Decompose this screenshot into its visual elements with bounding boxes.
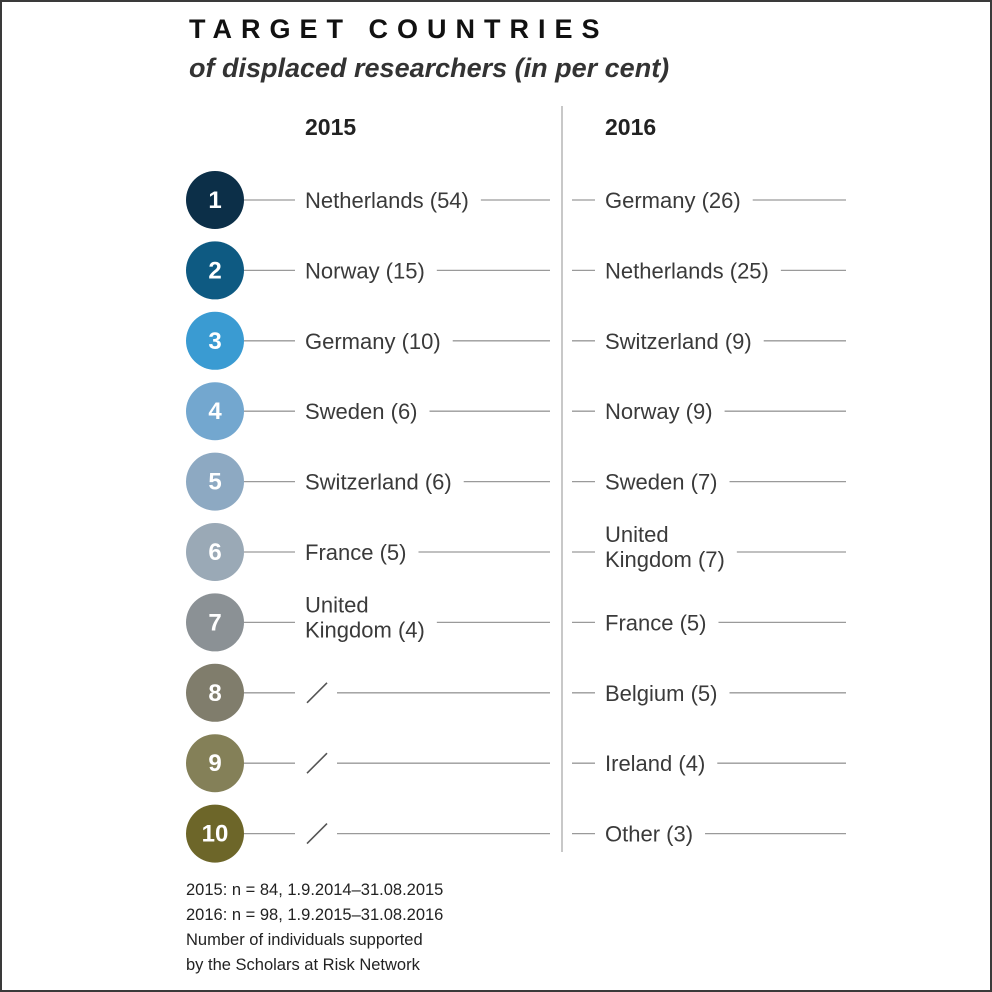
column-header-2015: 2015 (305, 114, 357, 140)
rank-badge-5 (186, 452, 244, 511)
col2015-country-label: Kingdom (4) (305, 617, 425, 642)
rank-badge-10 (186, 804, 244, 863)
footnote-line: by the Scholars at Risk Network (186, 956, 420, 974)
col2015-country-label: Switzerland (6) (305, 470, 452, 495)
rank-badge-1 (186, 171, 244, 229)
rank-number: 6 (208, 539, 221, 566)
rank-badge-8 (186, 663, 244, 722)
col2016-country-label: Germany (26) (605, 188, 741, 213)
rank-badge-6 (186, 523, 244, 581)
col2015-no-data-slash (306, 682, 328, 704)
col2016-country-label: Belgium (5) (605, 681, 717, 706)
col2016-country-label: France (5) (605, 610, 706, 635)
rank-badge-3 (186, 311, 244, 370)
rank-number: 5 (208, 469, 221, 496)
rank-number: 2 (208, 257, 221, 284)
rank-number: 8 (208, 680, 221, 707)
rank-badge-2 (186, 241, 244, 300)
col2015-no-data-slash (306, 823, 328, 845)
rank-badge-7 (186, 593, 244, 652)
rank-number: 1 (208, 187, 221, 214)
col2015-country-label: Norway (15) (305, 258, 425, 283)
footnote-line: 2015: n = 84, 1.9.2014–31.08.2015 (186, 881, 444, 899)
col2016-country-label: Kingdom (7) (605, 547, 725, 572)
rank-number: 10 (202, 821, 229, 848)
chart-title: TARGET COUNTRIES (189, 14, 609, 44)
footnote: 2015: n = 84, 1.9.2014–31.08.2015 2016: … (186, 878, 443, 978)
col2015-country-label: France (5) (305, 540, 406, 565)
col2015-country-label: United (305, 592, 369, 617)
col2016-country-label: Ireland (4) (605, 751, 705, 776)
rank-number: 7 (208, 609, 221, 636)
col2016-country-label: Norway (9) (605, 399, 713, 424)
col2016-country-label: Other (3) (605, 822, 693, 847)
footnote-line: Number of individuals supported (186, 931, 423, 949)
rank-badge-4 (186, 382, 244, 441)
col2015-country-label: Netherlands (54) (305, 188, 469, 213)
footnote-line: 2016: n = 98, 1.9.2015–31.08.2016 (186, 906, 444, 924)
rank-badge-9 (186, 734, 244, 793)
col2015-no-data-slash (306, 752, 328, 774)
col2015-country-label: Germany (10) (305, 329, 441, 354)
col2016-country-label: Sweden (7) (605, 470, 718, 495)
col2016-country-label: Netherlands (25) (605, 258, 769, 283)
col2015-country-label: Sweden (6) (305, 399, 418, 424)
rank-number: 4 (208, 398, 222, 425)
col2016-country-label: Switzerland (9) (605, 329, 752, 354)
col2016-country-label: United (605, 522, 669, 547)
chart-subtitle: of displaced researchers (in per cent) (189, 53, 670, 83)
rank-number: 3 (208, 328, 221, 355)
column-header-2016: 2016 (605, 114, 657, 140)
rank-number: 9 (208, 750, 221, 777)
